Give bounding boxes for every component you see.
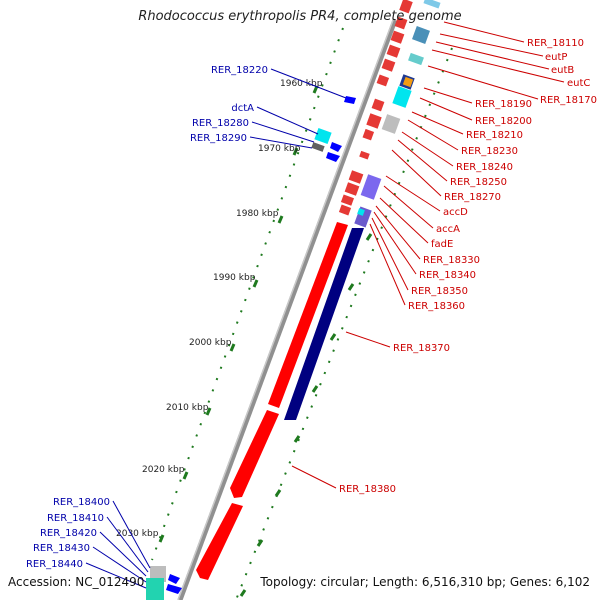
gene-label: RER_18290 — [190, 133, 247, 144]
gene-label: RER_18220 — [211, 65, 268, 76]
gene-label: RER_18210 — [466, 130, 523, 141]
gene-RER_18380-a — [230, 410, 279, 498]
gene-label: RER_18340 — [419, 270, 476, 281]
gene-label: RER_18250 — [450, 177, 507, 188]
right-labels: RER_18110 eutP eutB eutC RER_18170 RER_1… — [339, 38, 597, 495]
gene-label: RER_18280 — [192, 118, 249, 129]
scale-tick: 1960 kbp — [280, 79, 323, 89]
gene-label: RER_18170 — [540, 95, 597, 106]
gene-label: RER_18110 — [527, 38, 584, 49]
genome-summary-text: Topology: circular; Length: 6,516,310 bp… — [260, 575, 590, 589]
scale-tick: 1970 kbp — [258, 144, 301, 154]
guide-lines — [151, 27, 453, 600]
scale-tick-markers — [158, 85, 319, 543]
gene-label: RER_18330 — [423, 255, 480, 266]
scale-tick: 1990 kbp — [213, 273, 256, 283]
gene-label: fadE — [431, 239, 453, 250]
top-gene-cluster — [338, 0, 441, 228]
gene-label: RER_18410 — [47, 513, 104, 524]
scale-tick: 2010 kbp — [166, 403, 209, 413]
accession-text: Accession: NC_012490 — [8, 575, 145, 589]
gene-label: RER_18420 — [40, 528, 97, 539]
gene-label: eutC — [567, 78, 590, 89]
gene-label: RER_18230 — [461, 146, 518, 157]
scale-tick: 2020 kbp — [142, 465, 185, 475]
gene-label: RER_18190 — [475, 99, 532, 110]
gene-label: RER_18430 — [33, 543, 90, 554]
gene-RER_18380-b — [196, 503, 243, 580]
left-leader-lines — [85, 68, 347, 589]
gene-RER_18370 — [268, 222, 348, 408]
gene-label: dctA — [231, 103, 254, 114]
gene-label: eutP — [545, 52, 567, 63]
reverse-gene-cluster-upper — [311, 96, 356, 162]
gene-label: RER_18200 — [475, 116, 532, 127]
scale-tick: 2000 kbp — [189, 338, 232, 348]
scale-tick: 1980 kbp — [236, 209, 279, 219]
left-labels: RER_18220 dctA RER_18280 RER_18290 RER_1… — [26, 65, 268, 570]
gene-label: accD — [443, 207, 468, 218]
map-title: Rhodococcus erythropolis PR4, complete g… — [138, 9, 462, 24]
gene-label: RER_18350 — [411, 286, 468, 297]
green-tick-marks — [239, 233, 373, 597]
right-leader-lines — [291, 21, 565, 489]
scale-tick: 2030 kbp — [116, 529, 159, 539]
gene-label: accA — [436, 224, 460, 235]
gene-label: RER_18270 — [444, 192, 501, 203]
gene-label: RER_18370 — [393, 343, 450, 354]
scale-tick-labels: 1960 kbp 1970 kbp 1980 kbp 1990 kbp 2000… — [116, 79, 323, 539]
gene-label: eutB — [551, 65, 574, 76]
gene-label: RER_18240 — [456, 162, 513, 173]
gene-label: RER_18440 — [26, 559, 83, 570]
strand-block-long — [284, 228, 364, 420]
gene-label: RER_18380 — [339, 484, 396, 495]
reverse-gene-cluster-lower — [146, 566, 182, 600]
genome-backbone-highlight — [177, 19, 394, 600]
gene-label: RER_18400 — [53, 497, 110, 508]
genome-backbone — [177, 19, 398, 600]
gene-label: RER_18360 — [408, 301, 465, 312]
